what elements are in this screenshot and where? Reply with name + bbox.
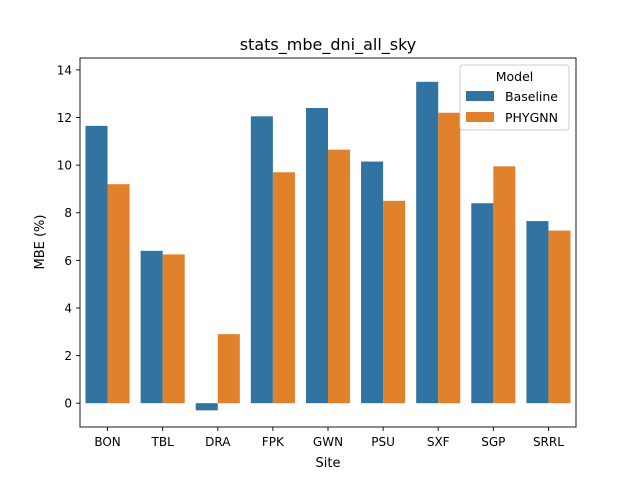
y-tick-label: 10 bbox=[57, 159, 72, 173]
x-axis-label: Site bbox=[316, 456, 341, 471]
legend-swatch-phygnn bbox=[466, 112, 494, 122]
y-tick-label: 4 bbox=[64, 301, 72, 315]
legend-swatch-baseline bbox=[466, 91, 494, 101]
bar-phygnn-srrl bbox=[548, 230, 571, 404]
legend-label-phygnn: PHYGNN bbox=[505, 110, 558, 125]
bar-baseline-fpk bbox=[250, 116, 273, 404]
bar-phygnn-fpk bbox=[272, 172, 295, 404]
x-tick-label: TBL bbox=[151, 435, 175, 449]
bar-phygnn-tbl bbox=[162, 254, 185, 404]
legend-title: Model bbox=[496, 69, 534, 84]
x-tick-label: SGP bbox=[481, 435, 505, 449]
bar-phygnn-sxf bbox=[438, 112, 461, 404]
x-tick-label: GWN bbox=[313, 435, 343, 449]
legend: Model Baseline PHYGNN bbox=[459, 64, 570, 131]
x-tick-label: BON bbox=[94, 435, 120, 449]
y-axis-label: MBE (%) bbox=[33, 215, 48, 270]
y-tick-label: 8 bbox=[64, 206, 72, 220]
bar-phygnn-gwn bbox=[328, 149, 351, 404]
y-tick-label: 12 bbox=[57, 111, 72, 125]
bar-baseline-bon bbox=[85, 125, 108, 404]
bar-phygnn-psu bbox=[383, 200, 406, 404]
chart-title: stats_mbe_dni_all_sky bbox=[240, 35, 417, 55]
bar-baseline-tbl bbox=[140, 250, 163, 404]
y-tick-label: 0 bbox=[64, 397, 72, 411]
bar-baseline-gwn bbox=[305, 107, 328, 404]
bar-phygnn-sgp bbox=[493, 166, 516, 404]
bar-phygnn-bon bbox=[107, 184, 130, 404]
bar-baseline-psu bbox=[361, 161, 384, 404]
x-tick-label: SXF bbox=[427, 435, 450, 449]
legend-label-baseline: Baseline bbox=[505, 89, 558, 104]
bar-baseline-srrl bbox=[526, 221, 549, 404]
x-tick-label: SRRL bbox=[533, 435, 564, 449]
bar-baseline-dra bbox=[195, 403, 218, 411]
y-tick-label: 2 bbox=[64, 349, 72, 363]
x-tick-label: DRA bbox=[205, 435, 231, 449]
bar-phygnn-dra bbox=[217, 334, 240, 404]
x-tick-label: PSU bbox=[371, 435, 395, 449]
y-tick-label: 14 bbox=[57, 63, 72, 77]
x-tick-label: FPK bbox=[262, 435, 285, 449]
plot-area: 0 2 4 6 8 10 12 14 BON TBL DRA FPK GWN PSU SXF SGP SRRL bbox=[57, 57, 577, 449]
y-tick-label: 6 bbox=[64, 254, 72, 268]
bar-baseline-sgp bbox=[471, 203, 494, 404]
bar-baseline-sxf bbox=[416, 81, 439, 404]
